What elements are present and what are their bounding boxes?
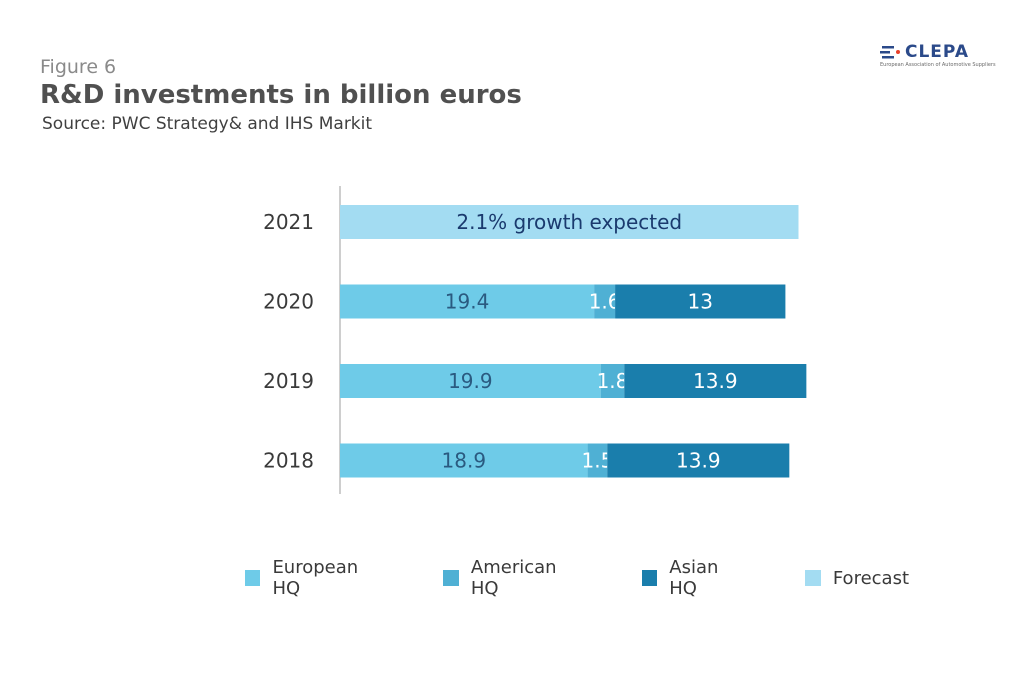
legend-swatch-european-hq <box>245 570 261 586</box>
data-label-2019-asian-hq: 13.9 <box>693 369 738 393</box>
data-label-2021-forecast: 2.1% growth expected <box>456 210 682 234</box>
bar-2018-american-hq <box>587 443 608 478</box>
data-label-2020-asian-hq: 13 <box>688 290 713 314</box>
bar-2018-asian-hq <box>607 443 790 478</box>
chart-legend: European HQ American HQ Asian HQ Forecast <box>245 557 965 599</box>
category-label-2019: 2019 <box>263 369 314 393</box>
legend-item-forecast: Forecast <box>804 567 910 589</box>
bar-2019-asian-hq <box>624 364 807 398</box>
category-label-2020: 2020 <box>263 290 314 314</box>
legend-swatch-asian-hq <box>641 570 658 586</box>
legend-label-american-hq: American HQ <box>470 557 557 599</box>
data-label-2020-european-hq: 19.4 <box>445 290 490 314</box>
data-label-2019-european-hq: 19.9 <box>448 369 493 393</box>
data-label-2018-european-hq: 18.9 <box>442 449 487 473</box>
legend-swatch-american-hq <box>443 570 459 586</box>
bar-2020-european-hq <box>340 284 595 319</box>
bar-2020-asian-hq <box>615 284 786 319</box>
logo-wordmark: CLEPA <box>905 42 969 62</box>
legend-label-asian-hq: Asian HQ <box>669 557 719 599</box>
bar-2019-american-hq <box>600 364 625 398</box>
category-label-2021: 2021 <box>263 210 314 234</box>
data-label-2018-asian-hq: 13.9 <box>676 449 721 473</box>
chart-title: R&D investments in billion euros <box>40 80 522 110</box>
legend-item-asian-hq: Asian HQ <box>641 557 749 599</box>
legend-label-european-hq: European HQ <box>272 557 359 599</box>
bar-2021-forecast <box>340 205 799 239</box>
legend-item-american-hq: American HQ <box>443 557 585 599</box>
bar-2019-european-hq <box>340 364 601 398</box>
legend-swatch-forecast <box>804 570 821 586</box>
clepa-logo: CLEPA European Association of Automotive… <box>880 42 996 72</box>
chart-source: Source: PWC Strategy& and IHS Markit <box>42 114 373 134</box>
legend-label-forecast: Forecast <box>832 567 910 589</box>
figure-number: Figure 6 <box>40 56 117 78</box>
clepa-logo-icon <box>880 46 900 59</box>
data-label-2019-american-hq: 1.8 <box>597 369 629 393</box>
category-label-2018: 2018 <box>263 449 314 473</box>
legend-item-european-hq: European HQ <box>245 557 387 599</box>
bar-2018-european-hq <box>340 443 588 478</box>
logo-tagline: European Association of Automotive Suppl… <box>880 62 996 68</box>
bar-2020-american-hq <box>594 284 616 319</box>
